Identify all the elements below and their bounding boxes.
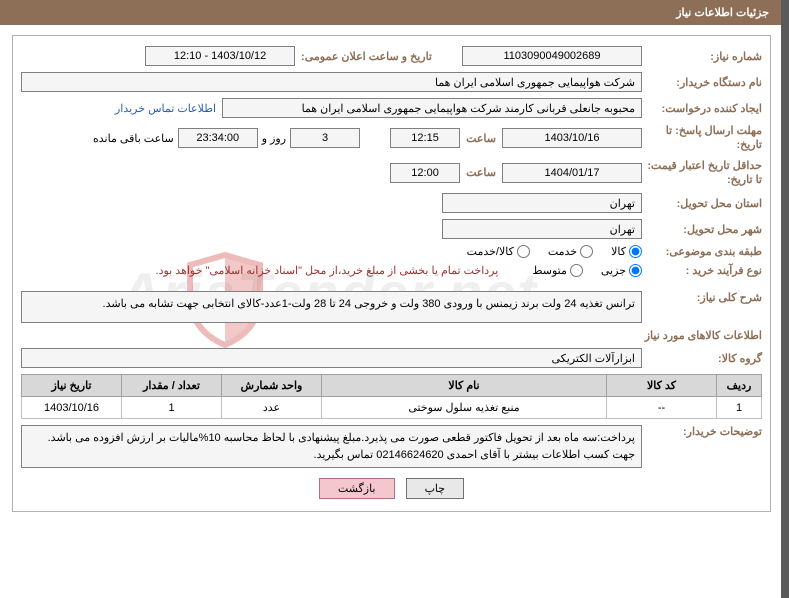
radio-both[interactable] (517, 245, 530, 258)
th-name: نام کالا (322, 375, 607, 397)
deadline-time-field (390, 128, 460, 148)
cell-date: 1403/10/16 (22, 397, 122, 419)
purchase-type-radio-group: جزیی متوسط (518, 264, 642, 277)
th-unit: واحد شمارش (222, 375, 322, 397)
radio-motavasset[interactable] (570, 264, 583, 277)
radio-khadamat[interactable] (580, 245, 593, 258)
deadline-date-field (502, 128, 642, 148)
buyer-notes-label: توضیحات خریدار: (642, 425, 762, 438)
purchase-note: پرداخت تمام یا بخشی از مبلغ خرید،از محل … (156, 264, 499, 277)
saat-label-2: ساعت (466, 166, 496, 179)
creator-label: ایجاد کننده درخواست: (642, 102, 762, 115)
cell-unit: عدد (222, 397, 322, 419)
need-desc-box: ترانس تغذیه 24 ولت برند زیمنس با ورودی 3… (21, 291, 642, 323)
category-radio-group: کالا خدمت کالا/خدمت (453, 245, 642, 258)
buyer-notes-box: پرداخت:سه ماه بعد از تحویل فاکتور قطعی ص… (21, 425, 642, 468)
side-stripe (781, 0, 789, 598)
city-field (442, 219, 642, 239)
page-title: جزئیات اطلاعات نیاز (676, 7, 769, 19)
cell-row: 1 (717, 397, 762, 419)
radio-khadamat-label[interactable]: خدمت (548, 245, 593, 258)
cell-qty: 1 (122, 397, 222, 419)
need-number-label: شماره نیاز: (642, 50, 762, 63)
table-row: 1--منبع تغذیه سلول سوختیعدد11403/10/16 (22, 397, 762, 419)
days-remaining-field (290, 128, 360, 148)
category-subject-label: طبقه بندی موضوعی: (642, 245, 762, 258)
goods-group-field (21, 348, 642, 368)
goods-group-label: گروه کالا: (642, 352, 762, 365)
print-button[interactable]: چاپ (406, 478, 465, 499)
radio-both-label[interactable]: کالا/خدمت (467, 245, 530, 258)
th-row: ردیف (717, 375, 762, 397)
rooz-va-label: روز و (262, 132, 286, 145)
deadline-label: مهلت ارسال پاسخ: تا تاریخ: (642, 124, 762, 153)
purchase-type-label: نوع فرآیند خرید : (642, 264, 762, 277)
th-code: کد کالا (607, 375, 717, 397)
back-button[interactable]: بازگشت (319, 478, 395, 499)
button-bar: چاپ بازگشت (21, 478, 762, 499)
goods-table: ردیف کد کالا نام کالا واحد شمارش تعداد /… (21, 374, 762, 419)
province-label: استان محل تحویل: (642, 197, 762, 210)
page-header: جزئیات اطلاعات نیاز (0, 0, 781, 25)
th-qty: تعداد / مقدار (122, 375, 222, 397)
creator-field (222, 98, 642, 118)
validity-label: حداقل تاریخ اعتبار قیمت: تا تاریخ: (642, 159, 762, 188)
announce-label: تاریخ و ساعت اعلان عمومی: (301, 50, 432, 63)
need-number-field (462, 46, 642, 66)
contact-link[interactable]: اطلاعات تماس خریدار (115, 102, 216, 115)
validity-time-field (390, 163, 460, 183)
buyer-device-field (21, 72, 642, 92)
announce-field (145, 46, 295, 66)
radio-jozi[interactable] (629, 264, 642, 277)
th-date: تاریخ نیاز (22, 375, 122, 397)
buyer-device-label: نام دستگاه خریدار: (642, 76, 762, 89)
province-field (442, 193, 642, 213)
saat-label-1: ساعت (466, 132, 496, 145)
radio-kala-label[interactable]: کالا (611, 245, 642, 258)
countdown-field (178, 128, 258, 148)
goods-info-title: اطلاعات کالاهای مورد نیاز (21, 329, 762, 342)
radio-kala[interactable] (629, 245, 642, 258)
remaining-label: ساعت باقی مانده (93, 132, 174, 145)
need-desc-label: شرح کلی نیاز: (642, 291, 762, 304)
radio-jozi-label[interactable]: جزیی (601, 264, 642, 277)
cell-code: -- (607, 397, 717, 419)
table-header-row: ردیف کد کالا نام کالا واحد شمارش تعداد /… (22, 375, 762, 397)
radio-motavasset-label[interactable]: متوسط (532, 264, 583, 277)
city-label: شهر محل تحویل: (642, 223, 762, 236)
form-panel: شماره نیاز: تاریخ و ساعت اعلان عمومی: نا… (12, 35, 771, 512)
validity-date-field (502, 163, 642, 183)
cell-name: منبع تغذیه سلول سوختی (322, 397, 607, 419)
